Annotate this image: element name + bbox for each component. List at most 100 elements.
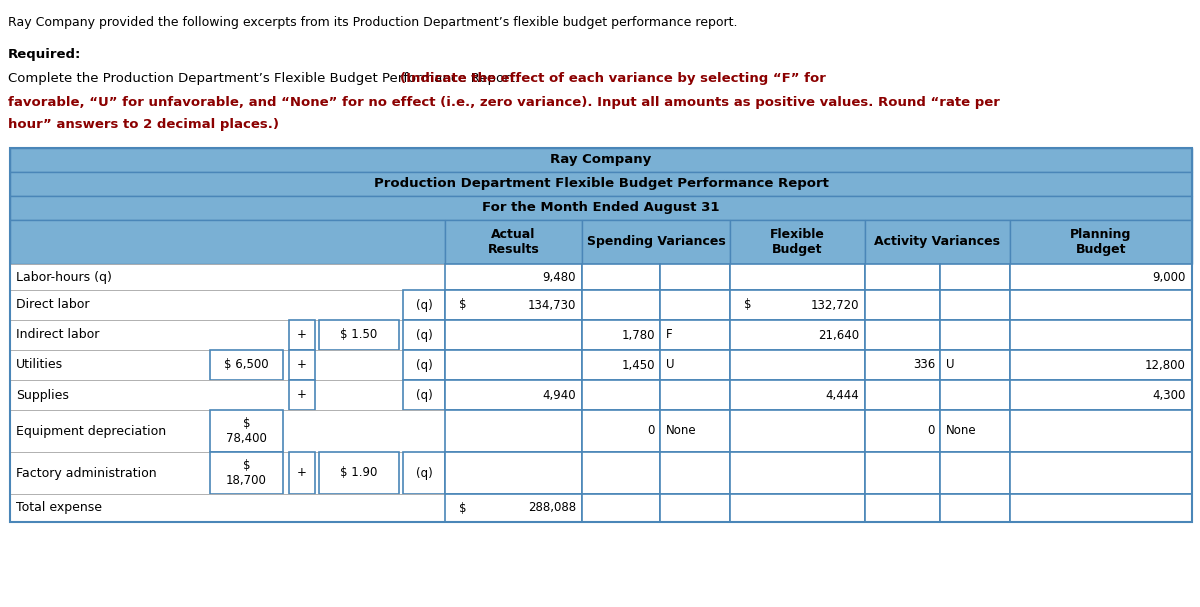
Bar bbox=[730, 452, 865, 494]
Bar bbox=[865, 220, 1010, 264]
Bar bbox=[940, 350, 1010, 380]
Bar bbox=[10, 494, 445, 522]
Text: 132,720: 132,720 bbox=[810, 299, 859, 311]
Bar bbox=[865, 290, 940, 320]
Bar bbox=[10, 452, 445, 494]
Bar bbox=[445, 320, 582, 350]
Bar bbox=[210, 350, 283, 380]
Bar bbox=[445, 494, 582, 522]
Bar bbox=[10, 196, 1192, 220]
Bar bbox=[289, 380, 314, 410]
Bar bbox=[445, 350, 582, 380]
Text: None: None bbox=[666, 424, 697, 438]
Bar bbox=[865, 320, 940, 350]
Text: Indirect labor: Indirect labor bbox=[16, 328, 100, 342]
Text: Ray Company: Ray Company bbox=[551, 154, 652, 166]
Text: 4,444: 4,444 bbox=[826, 388, 859, 401]
Text: Ray Company provided the following excerpts from its Production Department’s fle: Ray Company provided the following excer… bbox=[8, 16, 738, 29]
Bar bbox=[865, 264, 940, 290]
Bar bbox=[865, 350, 940, 380]
Text: $ 1.50: $ 1.50 bbox=[341, 328, 378, 342]
Bar bbox=[403, 452, 445, 494]
Text: 134,730: 134,730 bbox=[528, 299, 576, 311]
Bar bbox=[210, 410, 283, 452]
Bar bbox=[865, 380, 940, 410]
Bar bbox=[660, 452, 730, 494]
Text: (q): (q) bbox=[415, 388, 432, 401]
Text: $: $ bbox=[458, 299, 467, 311]
Bar bbox=[730, 290, 865, 320]
Bar bbox=[582, 350, 660, 380]
Bar bbox=[445, 410, 582, 452]
Bar bbox=[319, 320, 398, 350]
Bar bbox=[660, 320, 730, 350]
Bar bbox=[660, 380, 730, 410]
Bar bbox=[582, 380, 660, 410]
Bar bbox=[940, 380, 1010, 410]
Bar bbox=[582, 264, 660, 290]
Bar bbox=[940, 452, 1010, 494]
Text: Total expense: Total expense bbox=[16, 501, 102, 515]
Bar bbox=[445, 380, 582, 410]
Bar bbox=[940, 320, 1010, 350]
Text: +: + bbox=[298, 388, 307, 401]
Text: (q): (q) bbox=[415, 328, 432, 342]
Bar bbox=[445, 220, 582, 264]
Text: 12,800: 12,800 bbox=[1145, 359, 1186, 371]
Text: $ 6,500: $ 6,500 bbox=[224, 359, 269, 371]
Text: (q): (q) bbox=[415, 467, 432, 480]
Text: F: F bbox=[666, 328, 673, 342]
Bar bbox=[1010, 452, 1192, 494]
Bar bbox=[1010, 264, 1192, 290]
Bar bbox=[10, 148, 1192, 172]
Text: $: $ bbox=[744, 299, 751, 311]
Text: Flexible
Budget: Flexible Budget bbox=[770, 228, 824, 256]
Text: $: $ bbox=[458, 501, 467, 515]
Text: 9,480: 9,480 bbox=[542, 271, 576, 283]
Bar bbox=[10, 290, 445, 320]
Bar bbox=[582, 290, 660, 320]
Bar bbox=[730, 264, 865, 290]
Text: +: + bbox=[298, 359, 307, 371]
Text: Factory administration: Factory administration bbox=[16, 467, 157, 480]
Bar bbox=[445, 264, 582, 290]
Bar bbox=[403, 290, 445, 320]
Bar bbox=[730, 380, 865, 410]
Text: U: U bbox=[946, 359, 954, 371]
Bar bbox=[10, 380, 445, 410]
Text: (q): (q) bbox=[415, 299, 432, 311]
Bar bbox=[582, 494, 660, 522]
Bar bbox=[1010, 350, 1192, 380]
Bar bbox=[10, 172, 1192, 196]
Text: Spending Variances: Spending Variances bbox=[587, 236, 725, 248]
Text: 4,300: 4,300 bbox=[1153, 388, 1186, 401]
Bar bbox=[660, 350, 730, 380]
Bar bbox=[865, 494, 940, 522]
Bar bbox=[445, 452, 582, 494]
Bar bbox=[940, 410, 1010, 452]
Bar bbox=[582, 410, 660, 452]
Bar bbox=[730, 410, 865, 452]
Text: None: None bbox=[946, 424, 977, 438]
Text: 4,940: 4,940 bbox=[542, 388, 576, 401]
Bar bbox=[403, 320, 445, 350]
Text: +: + bbox=[298, 328, 307, 342]
Bar bbox=[1010, 320, 1192, 350]
Bar bbox=[865, 410, 940, 452]
Bar bbox=[10, 264, 445, 290]
Text: 336: 336 bbox=[913, 359, 935, 371]
Bar bbox=[10, 320, 445, 350]
Text: Activity Variances: Activity Variances bbox=[875, 236, 1001, 248]
Text: +: + bbox=[298, 467, 307, 480]
Text: Complete the Production Department’s Flexible Budget Performance Report.: Complete the Production Department’s Fle… bbox=[8, 72, 523, 85]
Text: U: U bbox=[666, 359, 674, 371]
Text: 9,000: 9,000 bbox=[1153, 271, 1186, 283]
Text: Required:: Required: bbox=[8, 48, 82, 61]
Text: Direct labor: Direct labor bbox=[16, 299, 90, 311]
Text: For the Month Ended August 31: For the Month Ended August 31 bbox=[482, 202, 720, 214]
Bar bbox=[730, 350, 865, 380]
Bar bbox=[289, 350, 314, 380]
Text: hour” answers to 2 decimal places.): hour” answers to 2 decimal places.) bbox=[8, 118, 278, 131]
Bar bbox=[730, 320, 865, 350]
Text: 0: 0 bbox=[928, 424, 935, 438]
